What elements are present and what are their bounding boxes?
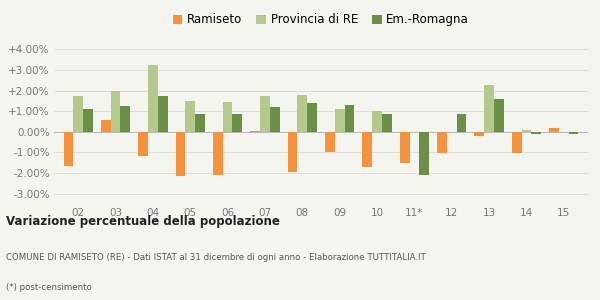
Bar	[512, 132, 521, 154]
Text: Variazione percentuale della popolazione: Variazione percentuale della popolazione	[6, 214, 280, 227]
Bar	[362, 132, 372, 167]
Bar	[176, 132, 185, 176]
Bar	[372, 111, 382, 132]
Bar	[325, 132, 335, 152]
Bar	[549, 128, 559, 132]
Legend: Ramiseto, Provincia di RE, Em.-Romagna: Ramiseto, Provincia di RE, Em.-Romagna	[168, 9, 474, 31]
Bar	[213, 132, 223, 175]
Bar	[185, 101, 195, 132]
Bar	[121, 106, 130, 132]
Bar	[307, 103, 317, 132]
Bar	[531, 132, 541, 134]
Bar	[457, 114, 466, 132]
Bar	[494, 99, 503, 132]
Bar	[101, 121, 111, 132]
Bar	[400, 132, 410, 163]
Bar	[569, 132, 578, 134]
Bar	[223, 102, 232, 132]
Bar	[270, 107, 280, 132]
Bar	[410, 132, 419, 133]
Bar	[382, 114, 392, 132]
Bar	[232, 114, 242, 132]
Bar	[148, 65, 158, 132]
Bar	[521, 130, 531, 132]
Bar	[298, 95, 307, 132]
Bar	[344, 105, 354, 132]
Bar	[158, 96, 167, 132]
Text: COMUNE DI RAMISETO (RE) - Dati ISTAT al 31 dicembre di ogni anno - Elaborazione : COMUNE DI RAMISETO (RE) - Dati ISTAT al …	[6, 254, 426, 262]
Bar	[484, 85, 494, 132]
Bar	[288, 132, 298, 172]
Text: (*) post-censimento: (*) post-censimento	[6, 284, 92, 292]
Bar	[64, 132, 73, 166]
Bar	[195, 114, 205, 132]
Bar	[335, 109, 344, 132]
Bar	[139, 132, 148, 155]
Bar	[419, 132, 429, 175]
Bar	[250, 131, 260, 132]
Bar	[73, 96, 83, 132]
Bar	[437, 132, 447, 154]
Bar	[83, 109, 93, 132]
Bar	[111, 91, 121, 132]
Bar	[260, 96, 270, 132]
Bar	[475, 132, 484, 136]
